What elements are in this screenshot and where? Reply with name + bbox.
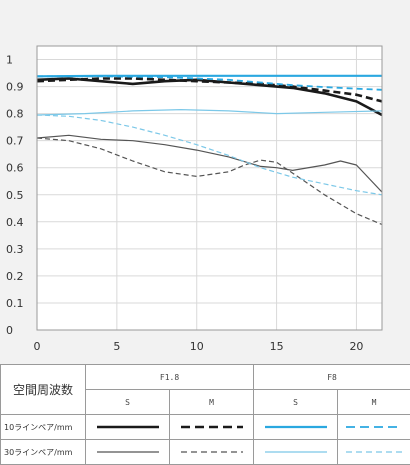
legend-table: 空間周波数 F1.8 F8 S M S M 10ラインペア/mm 30ラインペア…: [0, 364, 410, 465]
y-tick-label: 0.2: [6, 270, 24, 283]
legend-row-label: 30ラインペア/mm: [1, 440, 86, 465]
legend-title: 空間周波数: [1, 365, 86, 415]
y-tick-label: 0.1: [6, 297, 24, 310]
legend-row-10lp: 10ラインペア/mm: [1, 415, 410, 440]
legend-aperture-f8: F8: [254, 365, 410, 390]
legend-sample-cell: [254, 440, 338, 465]
y-tick-label: 0.3: [6, 243, 24, 256]
legend-sample: [344, 447, 404, 457]
legend-sample-cell: [254, 415, 338, 440]
legend-sample: [344, 422, 404, 432]
x-tick-label: 10: [190, 340, 204, 353]
x-tick-label: 20: [349, 340, 363, 353]
y-tick-label: 0.7: [6, 135, 24, 148]
y-tick-label: 0.5: [6, 189, 24, 202]
x-tick-label: 15: [270, 340, 284, 353]
y-tick-label: 0: [6, 324, 13, 337]
legend-row-label: 10ラインペア/mm: [1, 415, 86, 440]
legend-sample-cell: [86, 440, 170, 465]
legend-sample: [263, 447, 329, 457]
legend-sample-cell: [170, 415, 254, 440]
legend-sample: [179, 447, 245, 457]
legend-sample: [179, 422, 245, 432]
x-tick-label: 5: [113, 340, 120, 353]
legend-sample: [95, 422, 161, 432]
legend-row-30lp: 30ラインペア/mm: [1, 440, 410, 465]
y-tick-label: 0.9: [6, 81, 24, 94]
legend-aperture-f1-8: F1.8: [86, 365, 254, 390]
y-tick-label: 0.4: [6, 216, 24, 229]
x-tick-label: 0: [34, 340, 41, 353]
legend-mode-s: S: [86, 390, 170, 415]
legend-sample-cell: [338, 440, 410, 465]
legend-mode-s: S: [254, 390, 338, 415]
plot-area: [37, 46, 382, 330]
y-tick-label: 1: [6, 54, 13, 67]
legend-sample: [95, 447, 161, 457]
legend-sample: [263, 422, 329, 432]
y-tick-label: 0.8: [6, 108, 24, 121]
legend-sample-cell: [86, 415, 170, 440]
legend-mode-m: M: [338, 390, 410, 415]
legend-sample-cell: [170, 440, 254, 465]
legend-sample-cell: [338, 415, 410, 440]
y-tick-label: 0.6: [6, 162, 24, 175]
legend-mode-m: M: [170, 390, 254, 415]
